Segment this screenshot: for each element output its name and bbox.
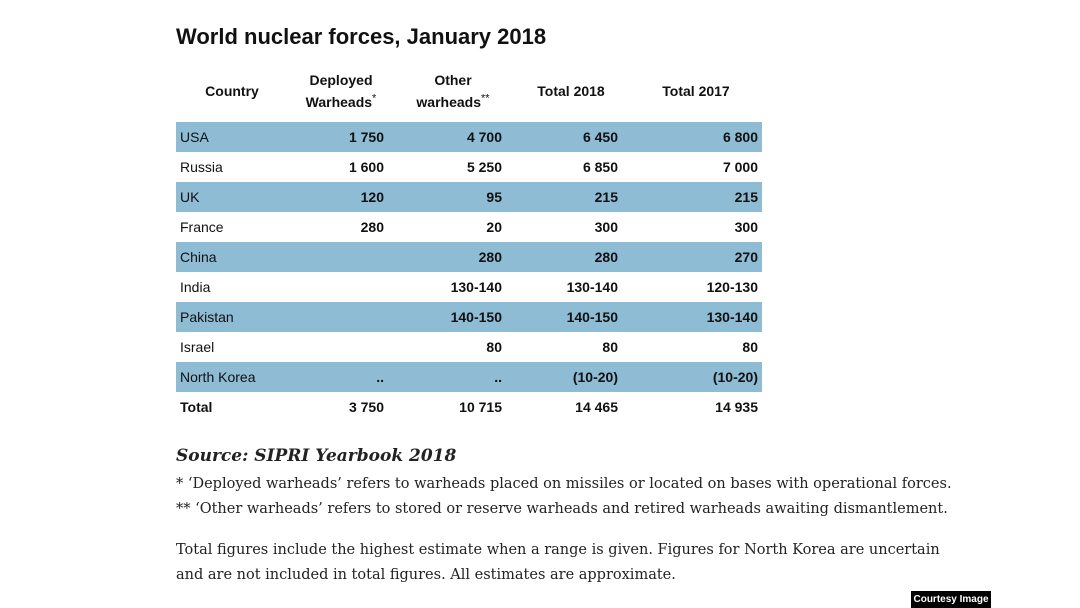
totals-note-line2: and are not included in total figures. A… (176, 567, 676, 583)
footnote-other: ** ‘Other warheads’ refers to stored or … (176, 501, 948, 517)
other-value: 5 250 (466, 159, 502, 175)
table-title: World nuclear forces, January 2018 (176, 24, 547, 49)
country-name: USA (176, 122, 288, 152)
total-2018-sum: 14 465 (575, 399, 618, 415)
country-name: China (176, 242, 288, 272)
table-row: India 130-140 130-140 120-130 (176, 272, 762, 302)
other-value: 130-140 (450, 279, 502, 295)
total-2018-value: (10-20) (512, 362, 630, 392)
table-row: France 280 20 300 300 (176, 212, 762, 242)
header-other: Other warheads** (394, 60, 512, 122)
deployed-value (288, 302, 394, 332)
header-deployed-footnote-mark: * (372, 92, 377, 105)
table-header: Country Deployed Warheads* Other warhead… (176, 60, 762, 122)
table-row: Israel 80 80 80 (176, 332, 762, 362)
deployed-value: .. (288, 362, 394, 392)
deployed-value: 1 750 (288, 122, 394, 152)
nuclear-forces-table: Country Deployed Warheads* Other warhead… (176, 60, 762, 422)
table-row: North Korea .. .. (10-20) (10-20) (176, 362, 762, 392)
table-row: China 280 280 270 (176, 242, 762, 272)
table-body: USA 1 750 4 700 6 450 6 800 Russia 1 600… (176, 122, 762, 422)
deployed-value (288, 242, 394, 272)
total-2017-value: 215 (630, 182, 762, 212)
header-deployed-line2: Warheads (305, 94, 373, 110)
total-2018-value: 6 850 (582, 159, 618, 175)
totals-note: Total figures include the highest estima… (176, 538, 976, 588)
total-2017-value: 300 (734, 219, 758, 235)
total-2017-value: 80 (742, 339, 758, 355)
header-other-line2: warheads (416, 94, 482, 110)
header-other-line1: Other (434, 72, 472, 88)
table-row: UK 120 95 215 215 (176, 182, 762, 212)
total-deployed-value: 3 750 (348, 399, 384, 415)
total-2017-value: 270 (630, 242, 762, 272)
table-row: Pakistan 140-150 140-150 130-140 (176, 302, 762, 332)
total-2017-value: 7 000 (722, 159, 758, 175)
total-2017-value: 130-140 (630, 302, 762, 332)
deployed-value (288, 332, 394, 362)
other-value: 4 700 (394, 122, 512, 152)
credit-badge: Courtesy Image (911, 591, 991, 608)
notes-section: Source: SIPRI Yearbook 2018 * ‘Deployed … (176, 446, 976, 588)
total-2018-value: 215 (512, 182, 630, 212)
total-2017-value: 120-130 (706, 279, 758, 295)
table-row: USA 1 750 4 700 6 450 6 800 (176, 122, 762, 152)
other-value: 80 (486, 339, 502, 355)
country-name: France (180, 219, 224, 235)
total-2018-value: 80 (602, 339, 618, 355)
source-line: Source: SIPRI Yearbook 2018 (176, 446, 457, 466)
total-label: Total (180, 399, 213, 415)
total-2017-value: (10-20) (630, 362, 762, 392)
total-2018-value: 140-150 (512, 302, 630, 332)
header-total-2017: Total 2017 (662, 83, 730, 99)
header-other-footnote-mark: ** (481, 92, 490, 105)
other-value: 95 (394, 182, 512, 212)
country-name: Russia (180, 159, 223, 175)
totals-note-line1: Total figures include the highest estima… (176, 542, 940, 558)
deployed-value: 120 (288, 182, 394, 212)
other-value: .. (394, 362, 512, 392)
country-name: India (180, 279, 211, 295)
country-name: UK (176, 182, 288, 212)
header-deployed-line1: Deployed (309, 72, 373, 88)
other-value: 140-150 (394, 302, 512, 332)
total-row: Total 3 750 10 715 14 465 14 935 (176, 392, 762, 422)
total-2018-value: 130-140 (566, 279, 618, 295)
header-country: Country (205, 83, 259, 99)
country-name: Israel (180, 339, 215, 355)
country-name: North Korea (176, 362, 288, 392)
header-deployed: Deployed Warheads* (288, 60, 394, 122)
header-total-2018: Total 2018 (537, 83, 605, 99)
total-2017-sum: 14 935 (715, 399, 758, 415)
total-2017-value: 6 800 (630, 122, 762, 152)
table-row: Russia 1 600 5 250 6 850 7 000 (176, 152, 762, 182)
deployed-value (288, 272, 394, 302)
footnote-deployed: * ‘Deployed warheads’ refers to warheads… (176, 476, 952, 492)
deployed-value: 1 600 (348, 159, 384, 175)
total-2018-value: 280 (512, 242, 630, 272)
total-2018-value: 6 450 (512, 122, 630, 152)
country-name: Pakistan (176, 302, 288, 332)
other-value: 280 (394, 242, 512, 272)
other-value: 20 (486, 219, 502, 235)
total-other-value: 10 715 (459, 399, 502, 415)
deployed-value: 280 (360, 219, 384, 235)
total-2018-value: 300 (594, 219, 618, 235)
